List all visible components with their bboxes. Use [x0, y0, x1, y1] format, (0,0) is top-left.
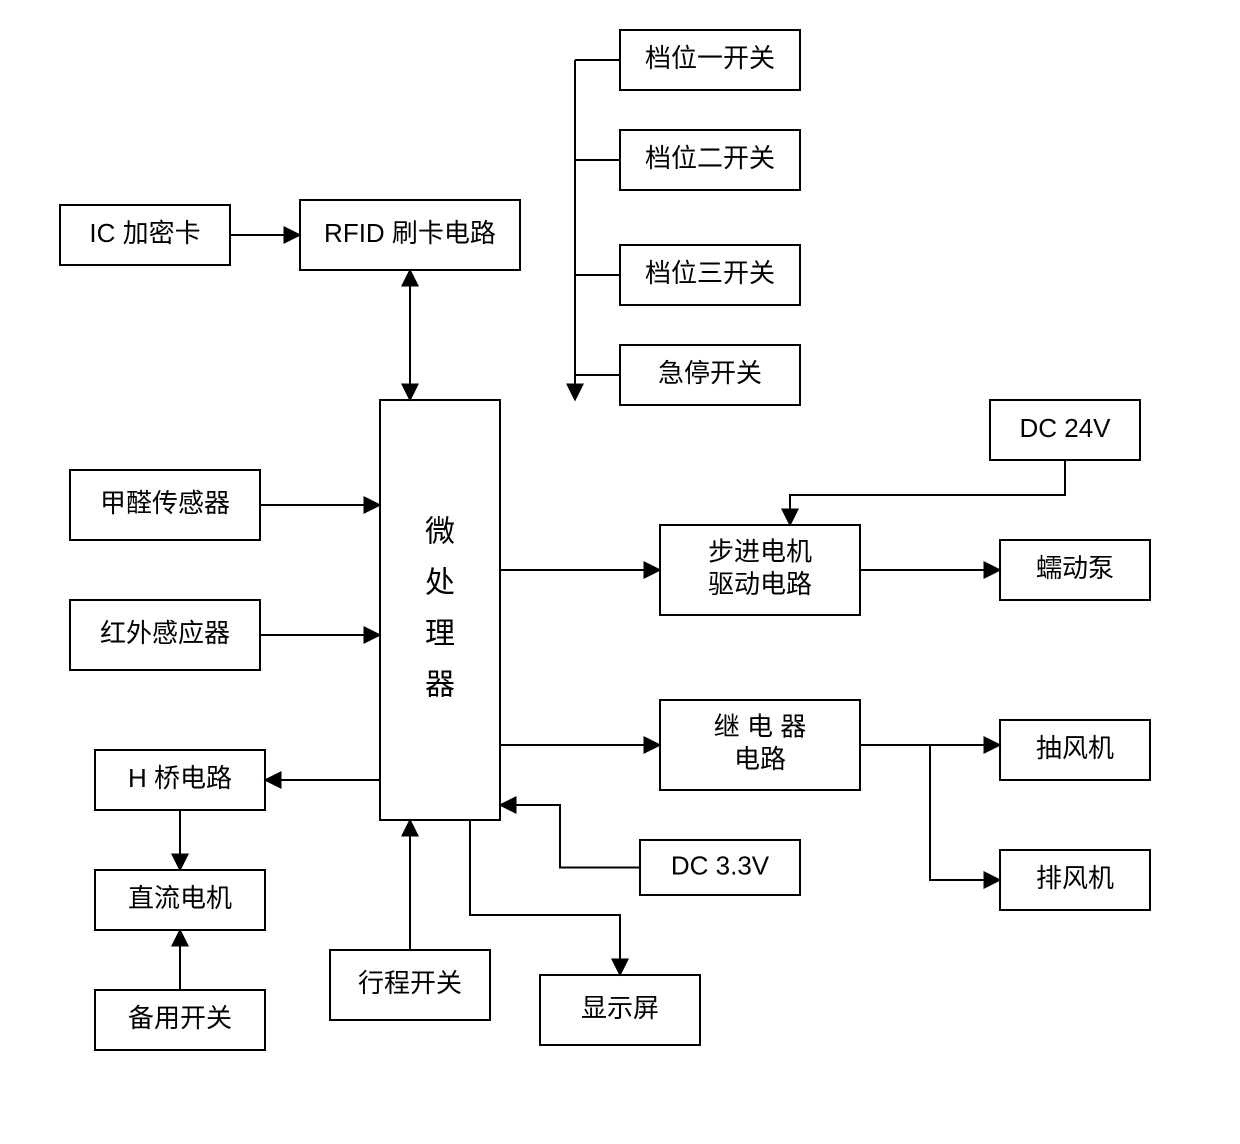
rfid-label: RFID 刷卡电路	[324, 218, 496, 248]
edge-relay-to-fanout	[930, 745, 1000, 880]
hbridge-label: H 桥电路	[128, 763, 232, 793]
gear2-label: 档位二开关	[645, 143, 775, 173]
dc33-label: DC 3.3V	[671, 850, 770, 880]
display-label: 显示屏	[581, 993, 659, 1023]
edge-dc24-to-stepper	[790, 460, 1065, 525]
estop-label: 急停开关	[658, 358, 762, 388]
cpu-label: 微	[425, 515, 455, 548]
stepper-label: 驱动电路	[708, 569, 812, 599]
gear3-label: 档位三开关	[645, 258, 775, 288]
ir-label: 红外感应器	[100, 618, 230, 648]
spare-label: 备用开关	[128, 1003, 232, 1033]
dc24-label: DC 24V	[1019, 413, 1111, 443]
relay-label: 电路	[734, 744, 786, 774]
stepper-label: 步进电机	[708, 537, 812, 567]
gear1-label: 档位一开关	[645, 43, 775, 73]
relay-label: 继 电 器	[714, 712, 806, 742]
fan_out-label: 排风机	[1036, 863, 1114, 893]
cpu-label: 器	[425, 668, 455, 701]
cpu-box	[380, 400, 500, 820]
cpu-label: 理	[425, 617, 455, 650]
peristaltic-label: 蠕动泵	[1036, 553, 1114, 583]
cpu-label: 处	[425, 566, 455, 599]
dcmotor-label: 直流电机	[128, 883, 232, 913]
fan_in-label: 抽风机	[1036, 733, 1114, 763]
edge-dc33-to-cpu	[500, 805, 640, 868]
hcho-label: 甲醛传感器	[100, 488, 230, 518]
limitsw-label: 行程开关	[358, 968, 462, 998]
edge-cpu-to-display	[470, 820, 620, 975]
ic_card-label: IC 加密卡	[89, 218, 200, 248]
